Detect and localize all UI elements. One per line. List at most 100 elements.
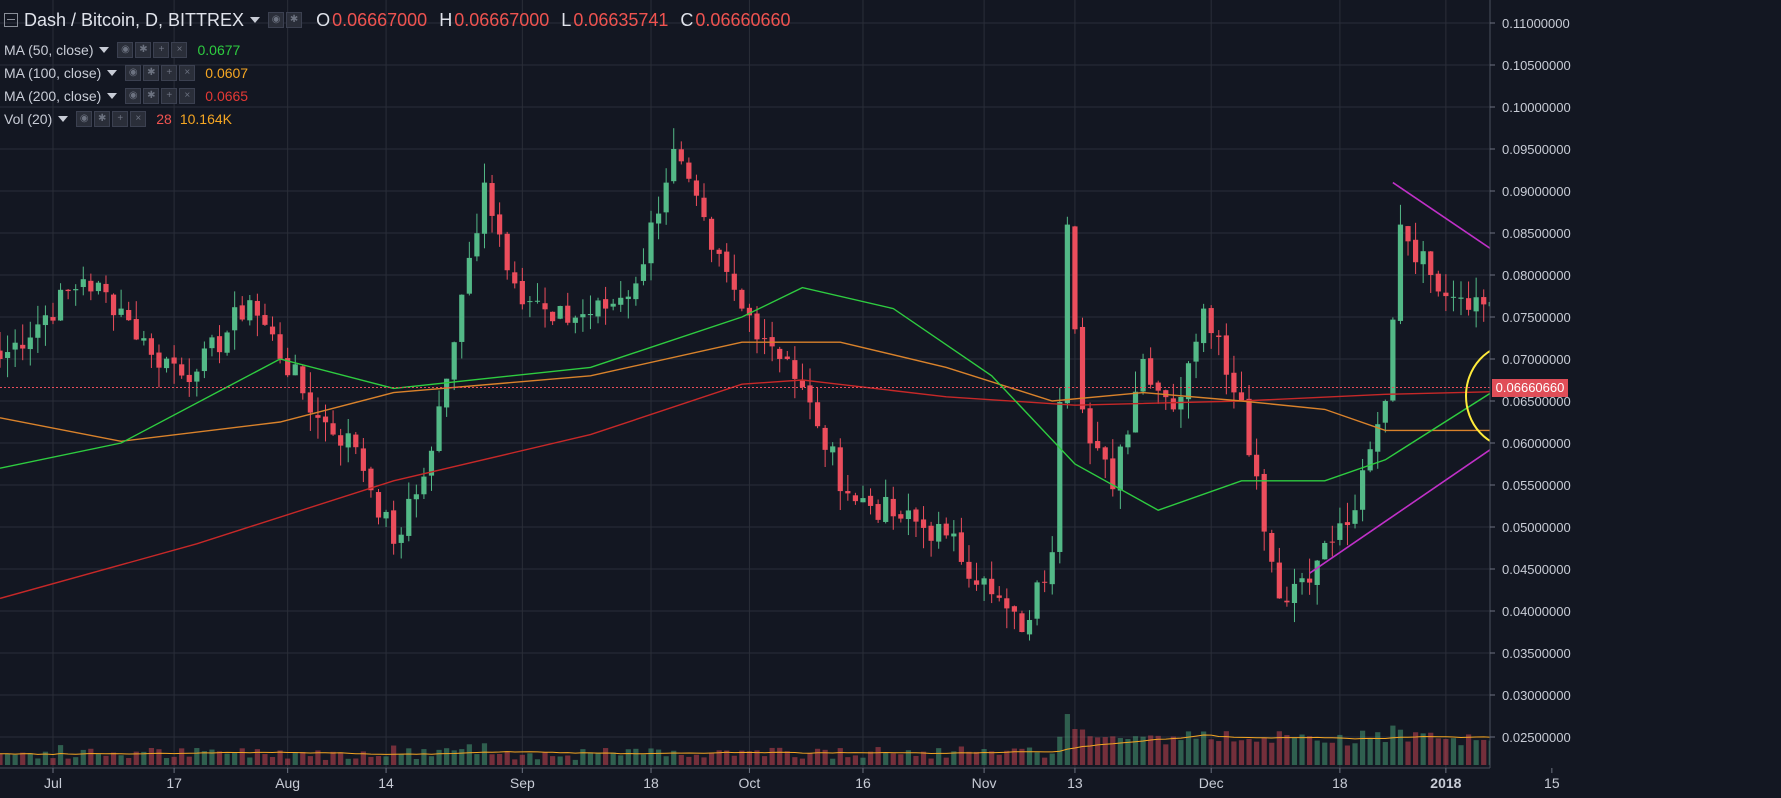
candle-body xyxy=(1307,578,1313,583)
candle-body xyxy=(625,296,631,300)
candle-body xyxy=(913,509,919,522)
volume-bar xyxy=(1223,731,1229,765)
candlesticks xyxy=(0,128,1631,641)
close-icon[interactable]: × xyxy=(171,42,188,58)
volume-bar xyxy=(1337,734,1343,765)
candle-body xyxy=(4,352,11,358)
ma200-label[interactable]: MA (200, close) xyxy=(4,88,102,104)
volume-bar xyxy=(724,750,730,765)
eye-icon[interactable]: ◉ xyxy=(117,42,134,58)
candle-body xyxy=(1185,363,1192,400)
candle-body xyxy=(875,504,881,520)
candle-body xyxy=(247,300,253,321)
candle-body xyxy=(1435,273,1441,292)
gear-icon[interactable]: ✱ xyxy=(135,42,152,58)
candle-body xyxy=(663,182,669,213)
plus-icon[interactable]: + xyxy=(161,88,178,104)
volume-bar xyxy=(103,755,109,765)
eye-icon[interactable]: ◉ xyxy=(76,111,93,127)
last-price-tag: 0.06660660 xyxy=(1492,378,1568,397)
candle-body xyxy=(292,364,298,376)
price-axis: 0.11000000 0.10500000 0.10000000 0.09500000… xyxy=(1489,0,1781,798)
candle-body xyxy=(1375,424,1381,452)
ma100-label[interactable]: MA (100, close) xyxy=(4,65,102,81)
volume-bar xyxy=(300,751,306,765)
candle-body xyxy=(201,348,207,372)
candle-body xyxy=(845,491,851,494)
chevron-down-icon[interactable] xyxy=(107,93,118,99)
chevron-down-icon[interactable] xyxy=(250,17,261,23)
volume-bar xyxy=(1148,735,1154,765)
time-axis: Jul 17 Aug 14 Sep 18 Oct 16 Nov 13 Dec 18 2018 15 xyxy=(0,767,1560,798)
price-tick-label: 0.09500000 xyxy=(1502,142,1571,157)
candle-body xyxy=(1269,533,1275,562)
volume-bar xyxy=(519,754,525,765)
candle-body xyxy=(1481,297,1487,305)
volume-label[interactable]: Vol (20) xyxy=(4,111,53,127)
volume-bar xyxy=(1360,730,1366,765)
ma100-line xyxy=(0,341,1628,443)
candle-body xyxy=(285,358,291,376)
volume-bar xyxy=(1132,736,1139,765)
candle-body xyxy=(345,433,351,448)
volume-bar xyxy=(163,758,170,765)
plus-icon[interactable]: + xyxy=(161,65,178,81)
candle-body xyxy=(686,162,692,179)
candle-body xyxy=(1450,296,1457,298)
candle-body xyxy=(1163,390,1169,398)
candle-body xyxy=(1352,510,1358,524)
candle-body xyxy=(73,289,79,291)
candle-body xyxy=(209,337,215,349)
gear-icon[interactable]: ✱ xyxy=(286,12,303,28)
volume-bar xyxy=(269,756,276,765)
candle-body xyxy=(42,315,49,326)
close-icon[interactable]: × xyxy=(179,88,196,104)
candle-body xyxy=(1034,582,1040,619)
plus-icon[interactable]: + xyxy=(112,111,129,127)
low-label: L xyxy=(561,9,572,30)
volume-bar xyxy=(852,755,859,765)
volume-bar xyxy=(512,759,518,765)
gear-icon[interactable]: ✱ xyxy=(143,65,160,81)
chevron-down-icon[interactable] xyxy=(58,116,69,122)
ma200-legend-row: MA (200, close) ◉ ✱ + × 0.0665 xyxy=(4,85,248,107)
volume-bar xyxy=(1465,734,1472,765)
volume-bar xyxy=(247,757,253,765)
chevron-down-icon[interactable] xyxy=(107,70,118,76)
candle-body xyxy=(1102,447,1108,460)
volume-bar xyxy=(693,754,700,765)
volume-bar xyxy=(655,749,662,765)
collapse-icon[interactable] xyxy=(4,13,18,27)
volume-bar xyxy=(686,756,692,765)
plus-icon[interactable]: + xyxy=(153,42,170,58)
volume-bar xyxy=(1435,738,1441,765)
candle-body xyxy=(1458,297,1464,299)
volume-bar xyxy=(1064,714,1070,765)
candle-body xyxy=(792,360,798,379)
candle-body xyxy=(413,494,419,500)
volume-bar xyxy=(73,757,79,765)
gear-icon[interactable]: ✱ xyxy=(94,111,111,127)
candle-body xyxy=(95,282,102,292)
time-tick-label: Jul xyxy=(44,775,62,791)
close-icon[interactable]: × xyxy=(179,65,196,81)
eye-icon[interactable]: ◉ xyxy=(268,12,285,28)
volume-bar xyxy=(1329,742,1335,765)
candle-body xyxy=(1254,454,1260,477)
eye-icon[interactable]: ◉ xyxy=(125,88,142,104)
candle-body xyxy=(1322,542,1328,560)
volume-bar xyxy=(565,755,571,765)
candle-body xyxy=(1390,319,1396,401)
eye-icon[interactable]: ◉ xyxy=(125,65,142,81)
volume-bar xyxy=(527,753,533,765)
volume-bar xyxy=(731,755,737,765)
chevron-down-icon[interactable] xyxy=(99,47,110,53)
volume-bar xyxy=(1307,736,1313,765)
candle-body xyxy=(375,492,382,518)
gear-icon[interactable]: ✱ xyxy=(143,88,160,104)
ma50-label[interactable]: MA (50, close) xyxy=(4,42,94,58)
volume-bar xyxy=(739,750,745,765)
close-icon[interactable]: × xyxy=(130,111,147,127)
symbol-title[interactable]: Dash / Bitcoin, D, BITTREX xyxy=(24,9,245,30)
